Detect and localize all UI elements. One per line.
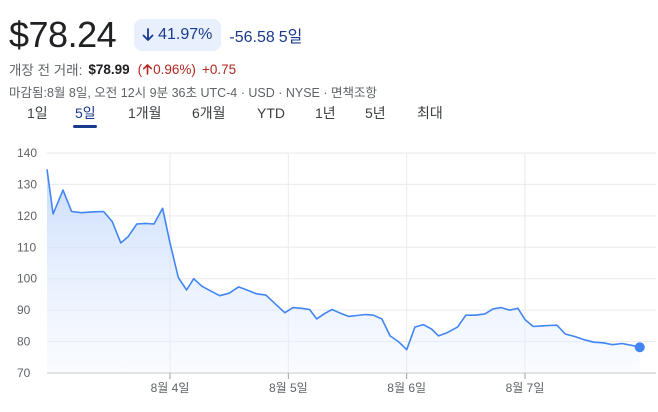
tab-1m[interactable]: 1개월 — [128, 105, 162, 121]
y-tick-label: 120 — [17, 209, 37, 223]
arrow-up-icon — [143, 63, 153, 75]
x-tick-label: 8월 7일 — [506, 381, 545, 395]
tab-ytd[interactable]: YTD — [257, 105, 285, 121]
market-meta[interactable]: 마감됨:8월 8일, 오전 12시 9분 36초 UTC-4 · USD · N… — [9, 86, 378, 100]
current-price: $78.24 — [9, 14, 117, 55]
x-tick-label: 8월 5일 — [269, 381, 308, 395]
premarket-price: $78.99 — [88, 61, 130, 77]
last-price-marker — [634, 342, 645, 353]
change-absolute: -56.58 — [229, 29, 275, 46]
y-tick-label: 110 — [17, 240, 36, 254]
y-tick-label: 140 — [17, 146, 37, 160]
abs-change: -56.58 5일 — [229, 23, 306, 47]
premarket-percent-group: (0.96%) — [138, 62, 196, 77]
change-badge: 41.97% — [134, 19, 222, 51]
area-layer — [46, 169, 645, 373]
tab-max[interactable]: 최대 — [417, 105, 443, 121]
premarket-row: 개장 전 거래: $78.99 (0.96%) +0.75 — [9, 59, 236, 79]
series-area-fill — [47, 169, 640, 373]
tab-6m[interactable]: 6개월 — [192, 105, 226, 121]
range-tabs: 1일 5일 1개월 6개월 YTD 1년 5년 최대 — [0, 102, 658, 132]
y-tick-label: 70 — [17, 366, 31, 380]
premarket-percent: 0.96%) — [153, 61, 196, 77]
y-tick-label: 100 — [17, 272, 37, 286]
y-tick-label: 80 — [17, 335, 31, 349]
tab-5d[interactable]: 5일 — [75, 105, 96, 121]
change-period: 5일 — [278, 29, 303, 46]
tab-1d[interactable]: 1일 — [27, 105, 48, 121]
premarket-paren: ( — [137, 61, 143, 77]
x-tick-label: 8월 6일 — [387, 381, 426, 395]
y-tick-label: 90 — [17, 303, 31, 317]
y-tick-label: 130 — [17, 177, 37, 191]
premarket-label: 개장 전 거래: — [9, 63, 83, 78]
arrow-down-icon — [142, 28, 154, 41]
x-axis-labels: 8월 4일 8월 5일 8월 6일 8월 7일 — [151, 381, 545, 395]
series-line — [46, 169, 640, 351]
y-axis-labels: 140 130 120 110 100 90 80 70 — [17, 146, 37, 380]
tab-5y[interactable]: 5년 — [365, 105, 386, 121]
price-row: $78.24 41.97% -56.58 5일 — [9, 14, 306, 56]
active-tab-indicator — [73, 125, 97, 128]
change-percent: 41.97% — [158, 26, 213, 43]
x-tick-label: 8월 4일 — [151, 381, 190, 395]
tab-1y[interactable]: 1년 — [315, 105, 336, 121]
premarket-delta: +0.75 — [201, 61, 237, 77]
